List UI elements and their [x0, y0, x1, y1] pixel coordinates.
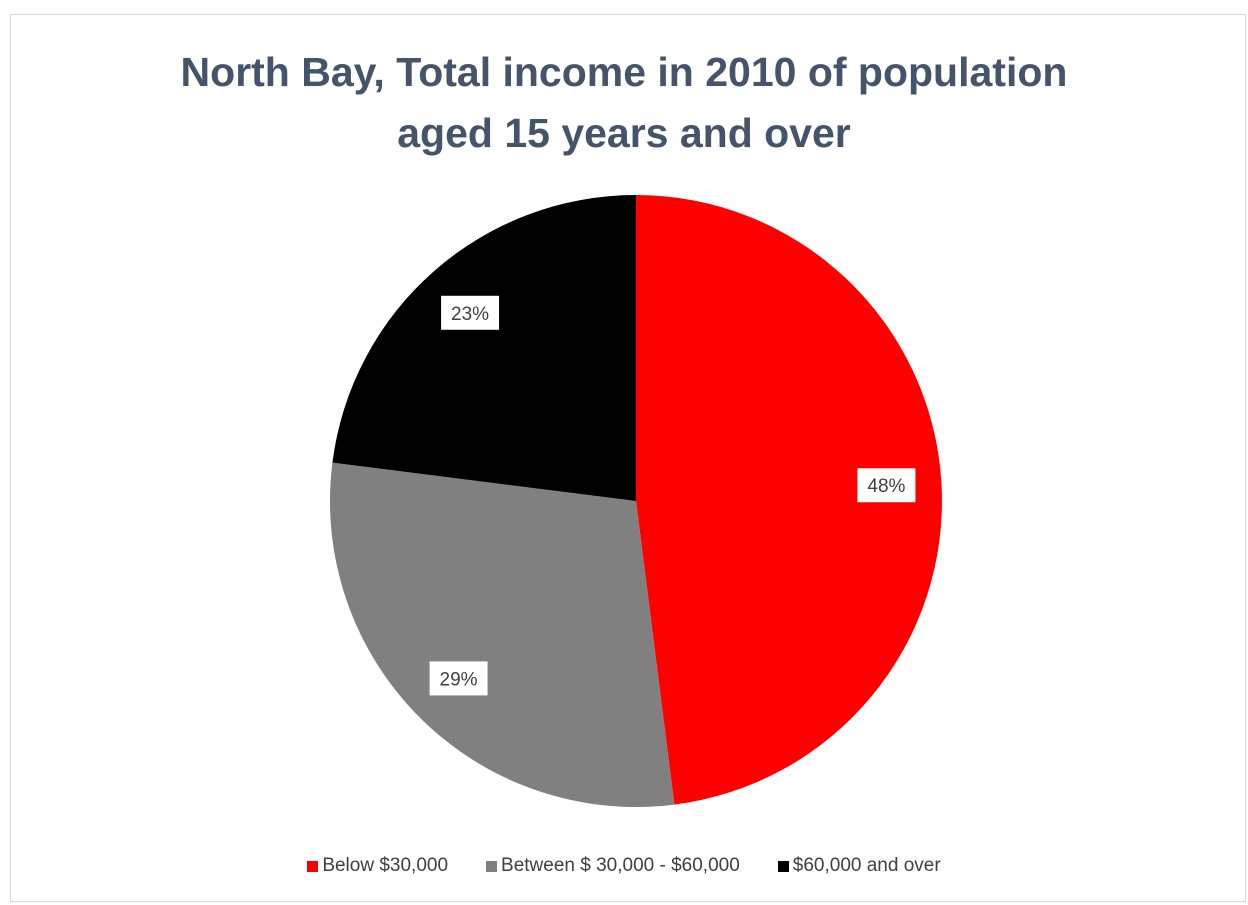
- pie-slice-60000-and-over: [332, 195, 636, 501]
- data-label-box-below-30000: [857, 468, 916, 503]
- data-label-below-30000: 48%: [857, 468, 916, 503]
- data-label-text-60000-and-over: 23%: [451, 304, 489, 325]
- legend-item-between-30000-60000: Between $ 30,000 - $60,000: [486, 855, 740, 877]
- legend-label-below-30000: Below $30,000: [322, 855, 449, 876]
- legend-swatch-between-30000-60000: [486, 860, 498, 872]
- legend: Below $30,000 Between $ 30,000 - $60,000…: [0, 855, 1248, 877]
- legend-label-60000-and-over: $60,000 and over: [792, 855, 941, 876]
- legend-item-60000-and-over: $60,000 and over: [777, 855, 941, 877]
- chart-title: North Bay, Total income in 2010 of popul…: [0, 42, 1248, 164]
- pie-slice-below-30000: [636, 195, 943, 805]
- legend-item-below-30000: Below $30,000: [307, 855, 448, 877]
- data-label-box-60000-and-over: [441, 295, 500, 330]
- data-label-text-below-30000: 48%: [867, 476, 905, 497]
- chart-title-line-2: aged 15 years and over: [397, 110, 851, 156]
- legend-label-between-30000-60000: Between $ 30,000 - $60,000: [501, 855, 740, 876]
- data-label-between-30000-60000: 29%: [429, 661, 488, 696]
- legend-swatch-60000-and-over: [777, 860, 789, 872]
- data-label-box-between-30000-60000: [429, 661, 488, 696]
- chart-title-line-1: North Bay, Total income in 2010 of popul…: [180, 49, 1068, 95]
- pie-slice-between-30000-60000: [329, 462, 675, 807]
- data-label-60000-and-over: 23%: [441, 295, 500, 330]
- legend-swatch-below-30000: [307, 860, 319, 872]
- data-label-text-between-30000-60000: 29%: [440, 669, 478, 690]
